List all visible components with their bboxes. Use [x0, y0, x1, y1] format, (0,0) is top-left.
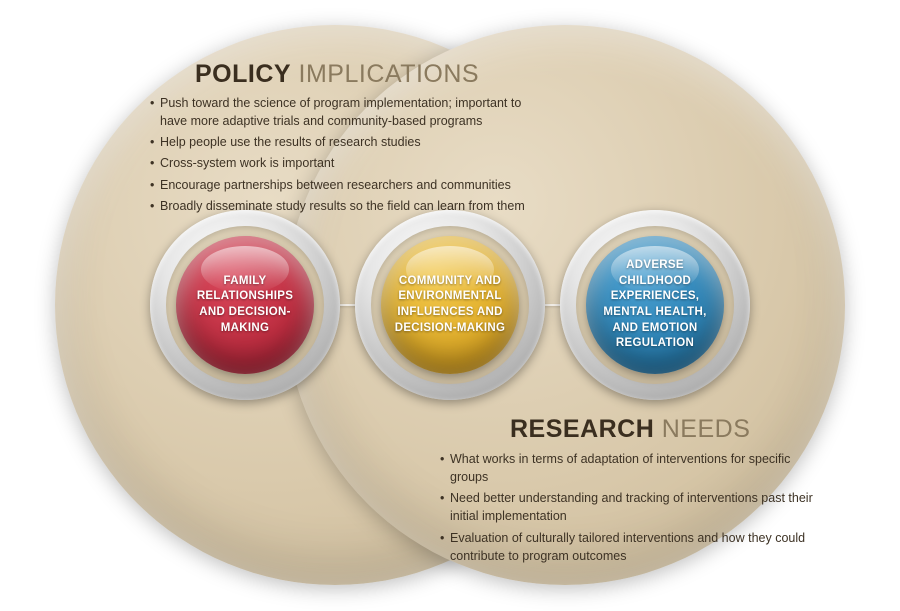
- research-bullet: Need better understanding and tracking o…: [440, 489, 815, 525]
- medallion-family: FAMILY RELATIONSHIPS AND DECISION-MAKING: [150, 210, 340, 400]
- medallion-label: COMMUNITY AND ENVIRONMENTAL INFLUENCES A…: [393, 274, 507, 336]
- research-bullet: What works in terms of adaptation of int…: [440, 450, 815, 486]
- policy-heading-light: IMPLICATIONS: [299, 60, 480, 88]
- policy-bullet: Push toward the science of program imple…: [150, 94, 545, 130]
- research-bullets: What works in terms of adaptation of int…: [440, 450, 815, 568]
- medallion-adverse: ADVERSE CHILDHOOD EXPERIENCES, MENTAL HE…: [560, 210, 750, 400]
- medallion-bead-community: COMMUNITY AND ENVIRONMENTAL INFLUENCES A…: [381, 236, 519, 374]
- medallion-bead-adverse: ADVERSE CHILDHOOD EXPERIENCES, MENTAL HE…: [586, 236, 724, 374]
- policy-bullet: Cross-system work is important: [150, 154, 545, 172]
- policy-bullet: Help people use the results of research …: [150, 133, 545, 151]
- policy-heading-bold: POLICY: [195, 60, 291, 88]
- research-heading-bold: RESEARCH: [510, 415, 654, 443]
- research-heading: RESEARCH NEEDS: [510, 415, 750, 444]
- medallion-community: COMMUNITY AND ENVIRONMENTAL INFLUENCES A…: [355, 210, 545, 400]
- policy-bullet: Encourage partnerships between researche…: [150, 176, 545, 194]
- policy-bullets: Push toward the science of program imple…: [150, 94, 545, 218]
- medallion-label: ADVERSE CHILDHOOD EXPERIENCES, MENTAL HE…: [598, 258, 712, 351]
- research-heading-light: NEEDS: [662, 415, 751, 443]
- policy-heading: POLICY IMPLICATIONS: [195, 60, 479, 89]
- medallion-label: FAMILY RELATIONSHIPS AND DECISION-MAKING: [188, 274, 302, 336]
- policy-bullet: Broadly disseminate study results so the…: [150, 197, 545, 215]
- medallion-bead-family: FAMILY RELATIONSHIPS AND DECISION-MAKING: [176, 236, 314, 374]
- research-bullet: Evaluation of culturally tailored interv…: [440, 529, 815, 565]
